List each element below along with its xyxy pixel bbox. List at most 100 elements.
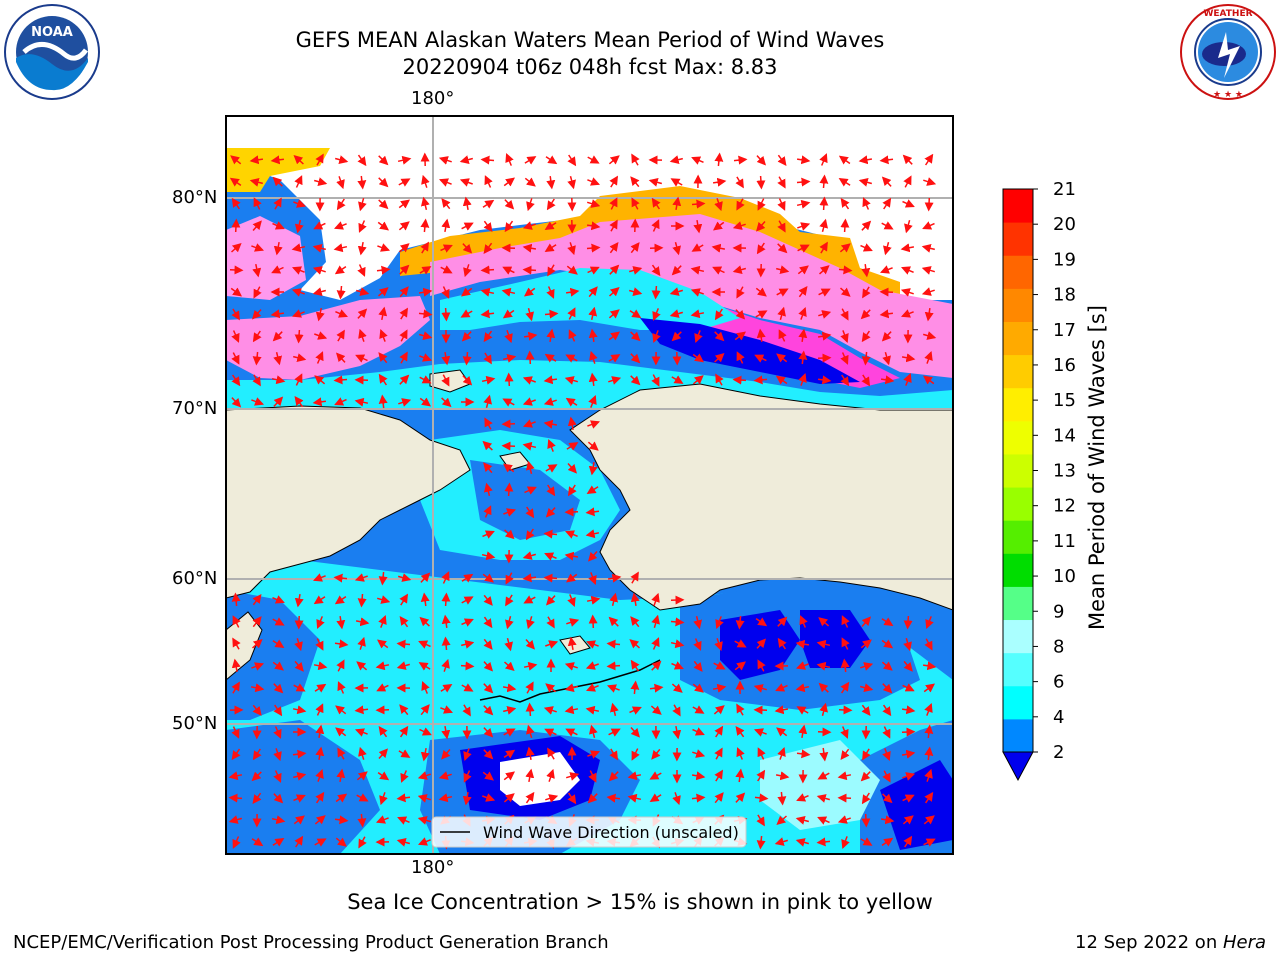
wind-wave-arrow bbox=[504, 330, 513, 344]
wind-wave-arrow bbox=[481, 551, 496, 561]
wind-wave-arrow bbox=[840, 330, 849, 344]
wind-wave-arrow bbox=[732, 375, 747, 385]
colorbar-tick-label: 6 bbox=[1053, 672, 1064, 693]
wind-wave-arrow bbox=[312, 243, 326, 253]
wind-wave-arrow bbox=[881, 837, 894, 847]
wind-wave-arrow bbox=[337, 681, 346, 694]
wind-wave-arrow bbox=[609, 175, 618, 188]
wind-wave-arrow bbox=[419, 375, 432, 384]
colorbar-segment bbox=[1003, 553, 1033, 587]
wind-wave-arrow bbox=[546, 175, 556, 190]
wind-wave-arrow bbox=[421, 681, 430, 694]
wind-wave-arrow bbox=[649, 793, 662, 802]
wind-wave-arrow bbox=[232, 637, 241, 650]
wind-wave-arrow bbox=[378, 748, 388, 759]
wind-wave-arrow bbox=[337, 747, 346, 760]
wind-wave-arrow bbox=[334, 595, 347, 605]
wind-wave-arrow bbox=[420, 241, 429, 254]
wind-wave-arrow bbox=[438, 771, 452, 780]
colorbar-label: Mean Period of Wind Waves [s] bbox=[1085, 305, 1109, 630]
wind-wave-arrow bbox=[314, 375, 326, 385]
wind-wave-arrow bbox=[586, 485, 599, 494]
wind-wave-arrow bbox=[585, 661, 599, 670]
colorbar-segment bbox=[1003, 619, 1033, 654]
wind-wave-arrow bbox=[545, 155, 558, 165]
wind-wave-arrow bbox=[798, 350, 808, 365]
wind-wave-arrow bbox=[231, 330, 240, 343]
wind-wave-arrow bbox=[567, 307, 576, 320]
wind-wave-arrow bbox=[273, 704, 283, 717]
wind-wave-arrow bbox=[484, 417, 493, 430]
wind-wave-arrow bbox=[819, 747, 829, 762]
wind-wave-arrow bbox=[798, 306, 807, 320]
wind-wave-arrow bbox=[378, 306, 388, 321]
wind-wave-arrow bbox=[840, 287, 851, 297]
wind-wave-arrow bbox=[522, 376, 536, 385]
wind-wave-arrow bbox=[271, 265, 284, 274]
wind-wave-arrow bbox=[525, 681, 534, 694]
wind-wave-arrow bbox=[714, 308, 724, 321]
wind-wave-arrow bbox=[607, 573, 622, 583]
wind-wave-arrow bbox=[860, 771, 871, 782]
wind-wave-arrow bbox=[229, 177, 242, 187]
wind-wave-arrow bbox=[293, 353, 307, 363]
wind-wave-arrow bbox=[651, 614, 660, 628]
wind-wave-arrow bbox=[840, 658, 850, 673]
wind-wave-arrow bbox=[544, 552, 557, 561]
wind-wave-arrow bbox=[776, 727, 788, 737]
wind-wave-arrow bbox=[838, 178, 851, 187]
wind-wave-arrow bbox=[231, 374, 241, 387]
wind-wave-arrow bbox=[585, 705, 600, 715]
wind-wave-arrow bbox=[334, 639, 349, 649]
wind-wave-arrow bbox=[567, 636, 577, 651]
wind-wave-arrow bbox=[735, 726, 745, 738]
wind-wave-arrow bbox=[525, 639, 535, 650]
wind-wave-arrow bbox=[862, 197, 871, 210]
wind-wave-arrow bbox=[357, 241, 367, 256]
wind-wave-arrow bbox=[545, 794, 559, 803]
wind-wave-arrow bbox=[735, 792, 746, 803]
wind-wave-arrow bbox=[249, 177, 263, 187]
wind-wave-arrow bbox=[882, 683, 893, 694]
wind-wave-arrow bbox=[544, 309, 559, 319]
wind-wave-arrow bbox=[861, 374, 870, 387]
wind-wave-arrow bbox=[294, 175, 303, 188]
wind-wave-arrow bbox=[924, 703, 933, 716]
wind-wave-arrow bbox=[924, 724, 934, 739]
wind-wave-arrow bbox=[273, 683, 284, 694]
wind-wave-arrow bbox=[312, 266, 326, 275]
wind-wave-arrow bbox=[419, 353, 433, 362]
wind-wave-arrow bbox=[777, 198, 786, 211]
colorbar-segment bbox=[1003, 288, 1033, 322]
wind-wave-arrow bbox=[819, 174, 829, 189]
wind-wave-arrow bbox=[461, 683, 474, 692]
wind-wave-arrow bbox=[483, 330, 493, 343]
wind-wave-arrow bbox=[525, 308, 534, 322]
wind-wave-arrow bbox=[565, 287, 580, 297]
wind-wave-arrow bbox=[565, 530, 578, 539]
wind-wave-arrow bbox=[652, 308, 661, 321]
wind-wave-arrow bbox=[736, 747, 745, 760]
wind-wave-arrow bbox=[377, 243, 391, 252]
wind-wave-arrow bbox=[418, 662, 431, 671]
wind-wave-arrow bbox=[693, 219, 703, 234]
wind-wave-arrow bbox=[503, 705, 517, 715]
wind-wave-arrow bbox=[228, 771, 243, 781]
wind-wave-arrow bbox=[251, 662, 265, 671]
wind-wave-arrow bbox=[651, 748, 661, 760]
wind-wave-arrow bbox=[630, 242, 640, 254]
colorbar-tick-label: 10 bbox=[1053, 566, 1076, 587]
wind-wave-arrow bbox=[441, 351, 451, 366]
wind-wave-arrow bbox=[609, 197, 618, 210]
wind-wave-arrow bbox=[399, 286, 409, 298]
wind-wave-arrow bbox=[756, 175, 766, 190]
wind-wave-arrow bbox=[545, 683, 557, 693]
wind-wave-arrow bbox=[609, 264, 620, 275]
wind-wave-arrow bbox=[271, 375, 286, 385]
wind-wave-arrow bbox=[250, 683, 265, 693]
wind-wave-arrow bbox=[421, 174, 430, 188]
footer-right: 12 Sep 2022 on Hera bbox=[1075, 932, 1266, 953]
wind-wave-arrow bbox=[692, 375, 704, 385]
wind-wave-arrow bbox=[418, 309, 433, 319]
